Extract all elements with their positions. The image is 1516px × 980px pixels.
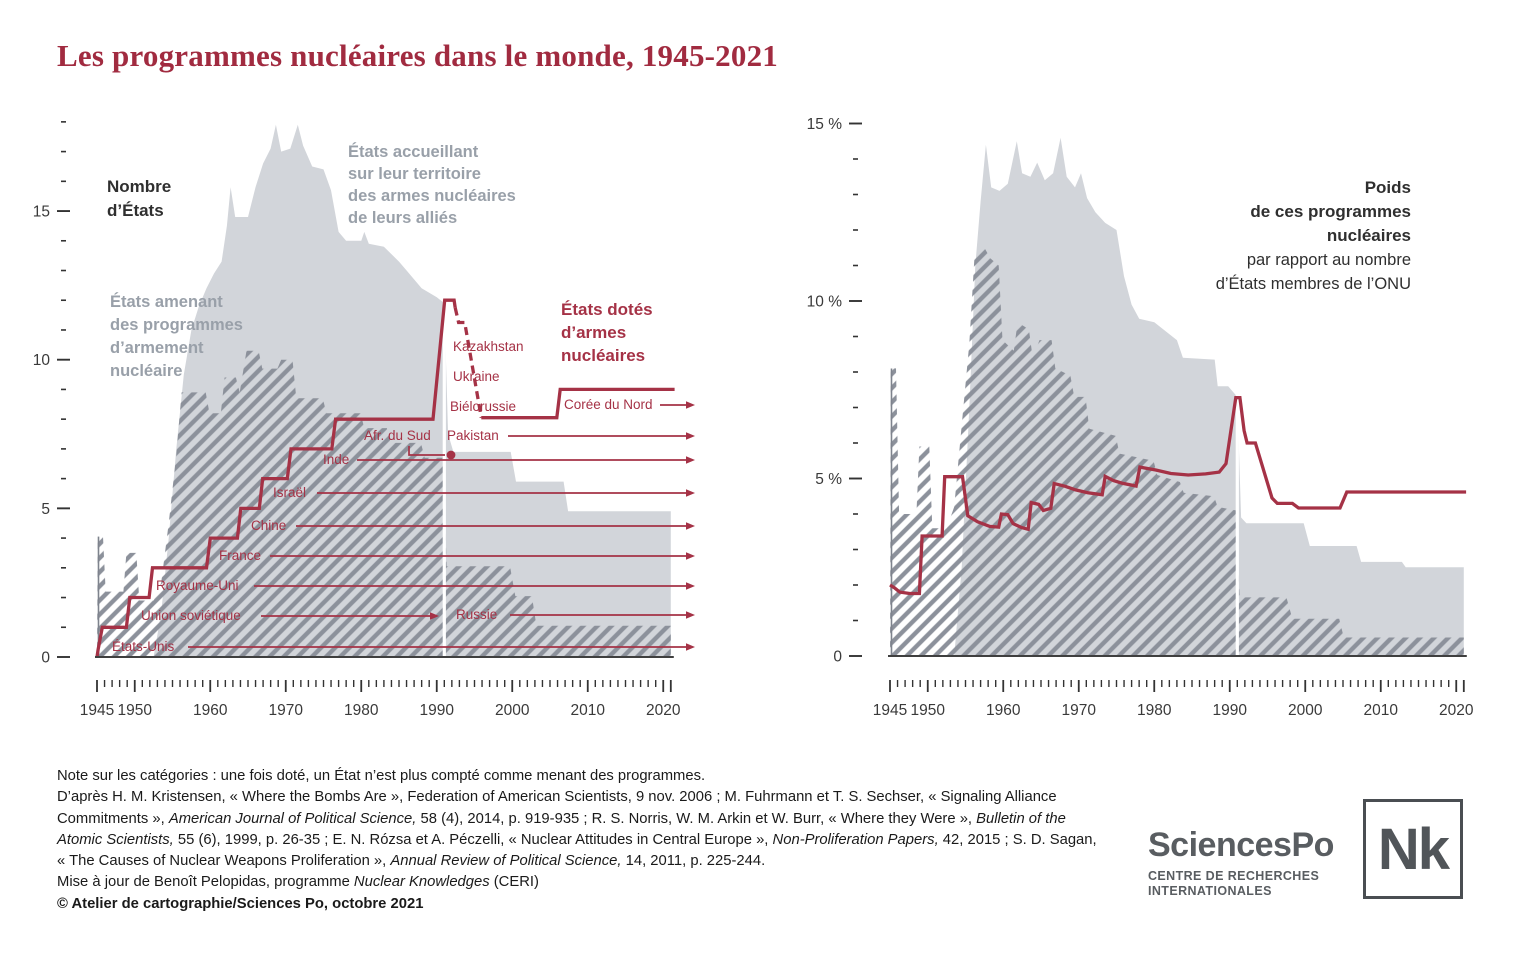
country-label: Biélorussie	[450, 399, 516, 414]
footer-line: Commitments », American Journal of Polit…	[57, 810, 1066, 827]
right-title-line2: de ces programmes	[1250, 202, 1411, 221]
right-title-line4: par rapport au nombre	[1247, 251, 1411, 269]
right-x-tick-label: 1970	[1062, 702, 1097, 719]
country-label: Inde	[323, 452, 349, 467]
left-red-line-dashed	[453, 307, 483, 418]
right-red-line	[889, 395, 1467, 596]
legend-host-line3: des armes nucléaires	[348, 187, 516, 205]
left-chart: 0 5 10 15 1945 1950 1960 1970 1980 1990 2000 2010 20…	[33, 121, 695, 719]
right-title-line5: d’États membres de l’ONU	[1216, 274, 1411, 293]
page-title: Les programmes nucléaires dans le monde,…	[57, 38, 778, 73]
left-red-line	[95, 298, 457, 658]
country-label: Israël	[273, 485, 306, 500]
right-title-line3: nucléaires	[1327, 226, 1411, 245]
right-y-tick-label: 15 %	[807, 116, 843, 133]
right-chart: 0 5 % 10 % 15 % 1945 1950 1960 1970 1980 1990 2000…	[807, 116, 1474, 719]
left-y-axis-title-line1: Nombre	[107, 177, 171, 196]
left-red-line-end	[481, 387, 675, 420]
legend-program-line3: d’armement	[110, 339, 204, 357]
ceri-line1: CENTRE DE RECHERCHES	[1148, 869, 1320, 883]
country-label: Ukraine	[453, 369, 500, 384]
country-label: Russie	[456, 607, 497, 622]
footer-line: Mise à jour de Benoît Pelopidas, program…	[57, 874, 539, 891]
annotation-arrowhead-icon	[686, 552, 695, 560]
right-x-tick-label: 2010	[1364, 702, 1399, 719]
annotation-arrowhead-icon	[686, 643, 695, 651]
right-program-area	[890, 247, 1464, 657]
left-x-tick-label: 1990	[420, 702, 455, 719]
right-x-tick-label: 2000	[1288, 702, 1323, 719]
annotation-arrowhead-icon	[686, 611, 695, 619]
left-x-tick-label: 1970	[269, 702, 304, 719]
left-x-tick-label: 2020	[646, 702, 681, 719]
footer-line: © Atelier de cartographie/Sciences Po, o…	[57, 895, 424, 912]
left-y-axis-title-line2: d’États	[107, 201, 164, 220]
right-x-tick-label: 1990	[1213, 702, 1248, 719]
right-y-tick-label: 0	[833, 649, 842, 666]
annotation-arrowhead-icon	[686, 432, 695, 440]
legend-host-line4: de leurs alliés	[348, 209, 457, 227]
footer-line: Note sur les catégories : une fois doté,…	[57, 768, 706, 784]
country-label: Chine	[251, 518, 286, 533]
left-y-tick-label: 15	[33, 204, 50, 221]
left-program-area	[97, 350, 671, 657]
left-x-tick-label: 2000	[495, 702, 530, 719]
right-y-tick-label: 10 %	[807, 294, 843, 311]
country-label: États-Unis	[112, 639, 175, 654]
sciencespo-wordmark: SciencesPo	[1148, 826, 1334, 864]
legend-host-line2: sur leur territoire	[348, 165, 481, 183]
country-label: Afr. du Sud	[364, 428, 431, 443]
sciencespo-logo: SciencesPo CENTRE DE RECHERCHES INTERNAT…	[1148, 826, 1334, 899]
right-x-tick-label: 1960	[986, 702, 1021, 719]
left-y-tick-label: 0	[41, 650, 50, 667]
legend-program-line4: nucléaire	[110, 362, 182, 380]
nk-wordmark: Nk	[1377, 816, 1450, 882]
annotation-arrowhead-icon	[430, 612, 439, 620]
legend-armed-line2: d’armes	[561, 323, 626, 342]
sciencespo-ceri-label: CENTRE DE RECHERCHES INTERNATIONALES	[1148, 869, 1334, 899]
annotation-arrowhead-icon	[686, 522, 695, 530]
annotation-arrowhead-icon	[686, 401, 695, 409]
nuclear-knowledges-logo: Nk	[1363, 799, 1463, 899]
country-label: Royaume-Uni	[156, 578, 239, 593]
footer-line: Atomic Scientists, 55 (6), 1999, p. 26-3…	[57, 831, 1097, 848]
south-africa-end-dot	[446, 450, 456, 460]
country-label: Corée du Nord	[564, 397, 653, 412]
left-x-tick-label: 1980	[344, 702, 379, 719]
left-x-tick-label: 1945	[80, 702, 114, 719]
annotation-arrowhead-icon	[686, 582, 695, 590]
legend-host-line1: États accueillant	[348, 142, 479, 161]
ceri-line2: INTERNATIONALES	[1148, 884, 1272, 898]
country-label: Kazakhstan	[453, 339, 524, 354]
right-x-tick-label: 1980	[1137, 702, 1172, 719]
left-y-tick-label: 5	[41, 501, 50, 518]
right-title-line1: Poids	[1365, 178, 1411, 197]
country-label: Pakistan	[447, 428, 499, 443]
left-x-tick-label: 2010	[571, 702, 606, 719]
right-x-tick-label: 1945	[873, 702, 907, 719]
left-x-tick-label: 1960	[193, 702, 228, 719]
country-label: France	[219, 548, 261, 563]
footer-line: D’après H. M. Kristensen, « Where the Bo…	[57, 789, 1057, 806]
annotation-arrowhead-icon	[686, 489, 695, 497]
right-y-tick-label: 5 %	[815, 471, 842, 488]
country-label: Union soviétique	[141, 608, 241, 623]
footer-notes: Note sur les catégories : une fois doté,…	[57, 766, 1097, 915]
legend-armed-line1: États dotés	[561, 300, 653, 319]
right-x-tick-label: 1950	[911, 702, 946, 719]
annotation-leader-line	[408, 446, 445, 456]
footer-line: « The Causes of Nuclear Weapons Prolifer…	[57, 853, 766, 870]
legend-program-line1: États amenant	[110, 292, 223, 311]
right-x-tick-label: 2020	[1439, 702, 1474, 719]
left-y-tick-label: 10	[33, 352, 51, 369]
legend-armed-line3: nucléaires	[561, 346, 645, 365]
annotation-arrowhead-icon	[686, 456, 695, 464]
legend-program-line2: des programmes	[110, 316, 243, 334]
left-x-tick-label: 1950	[118, 702, 153, 719]
